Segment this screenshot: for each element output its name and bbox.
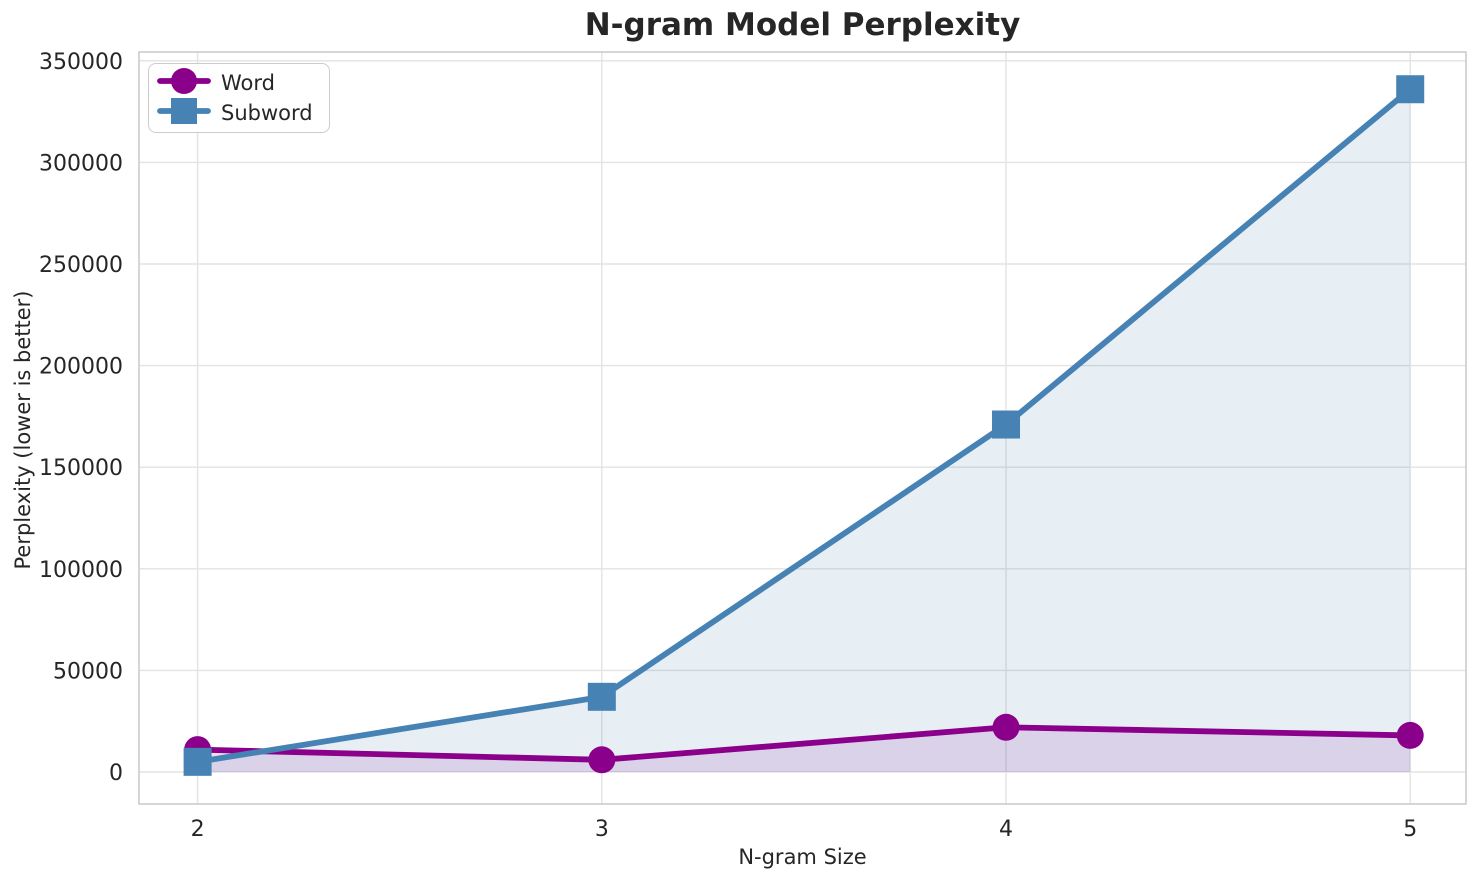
legend-label-subword: Subword xyxy=(221,101,313,125)
y-tick-label: 0 xyxy=(109,761,123,786)
legend-label-word: Word xyxy=(221,71,275,95)
x-tick-label: 5 xyxy=(1403,817,1417,842)
area-fill-word xyxy=(197,727,1411,772)
x-tick-label: 3 xyxy=(595,817,609,842)
y-tick-label: 200000 xyxy=(39,355,123,380)
point-subword-x2 xyxy=(183,747,212,776)
y-tick-label: 250000 xyxy=(39,253,123,278)
point-subword-x5 xyxy=(1396,75,1425,104)
chart-title: N-gram Model Perplexity xyxy=(584,7,1021,43)
plot-border xyxy=(138,51,1467,805)
series-line-word xyxy=(194,724,1414,763)
legend-square-subword xyxy=(171,98,197,124)
point-subword-x3 xyxy=(587,682,616,711)
x-axis-label: N-gram Size xyxy=(738,845,867,869)
x-tick-label: 4 xyxy=(999,817,1013,842)
legend-item-subword: Subword xyxy=(157,98,313,128)
legend-marker-word-circle-icon xyxy=(157,66,211,100)
legend: Word Subword xyxy=(148,63,330,133)
point-subword-x4 xyxy=(992,410,1021,439)
y-tick-label: 150000 xyxy=(39,456,123,481)
point-word-x4 xyxy=(992,713,1020,741)
y-tick-label: 350000 xyxy=(39,50,123,75)
y-tick-label: 50000 xyxy=(53,659,123,684)
legend-marker-subword-square-icon xyxy=(157,96,211,130)
point-word-x3 xyxy=(588,746,616,774)
point-word-x5 xyxy=(1396,721,1424,749)
legend-circle-word xyxy=(171,68,197,94)
area-fill-subword xyxy=(197,89,1411,772)
series-line-subword xyxy=(194,86,1414,765)
y-tick-label: 100000 xyxy=(39,558,123,583)
y-tick-label: 300000 xyxy=(39,151,123,176)
y-axis-label: Perplexity (lower is better) xyxy=(11,290,35,570)
x-tick-label: 2 xyxy=(191,817,205,842)
legend-item-word: Word xyxy=(157,68,313,98)
